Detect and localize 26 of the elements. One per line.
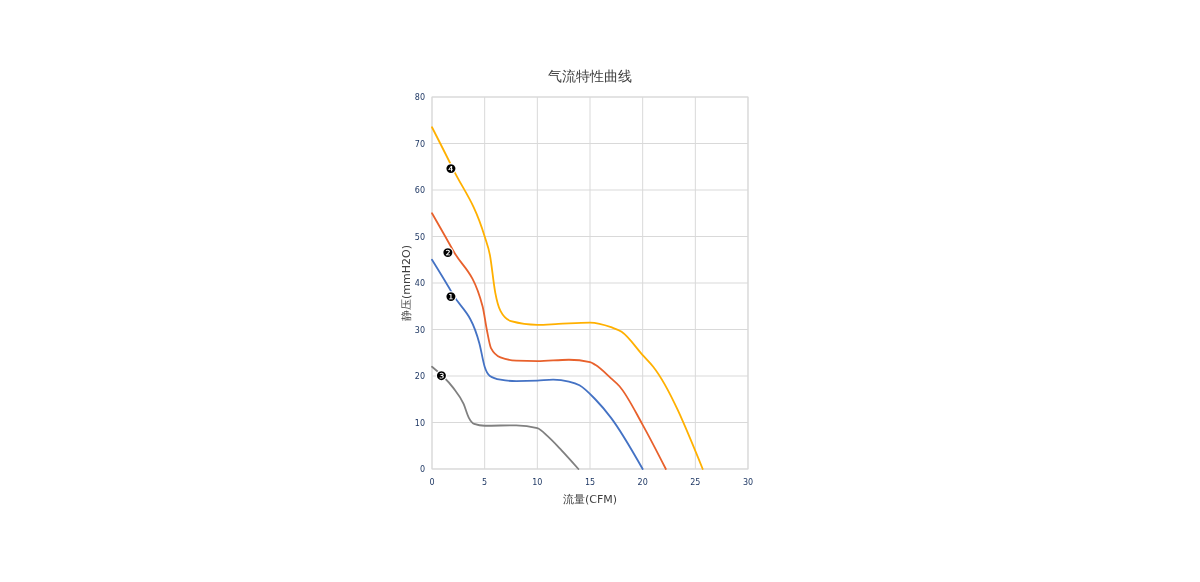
y-tick-label: 80 — [414, 93, 425, 102]
chart-title: 气流特性曲线 — [548, 68, 632, 84]
x-tick-label: 25 — [690, 478, 701, 487]
annotation: ❶ — [445, 289, 457, 304]
y-tick-label: 70 — [414, 139, 425, 149]
y-axis-title: 静压(mmH2O) — [400, 245, 413, 321]
y-tick-label: 40 — [414, 279, 425, 288]
line-series — [431, 212, 667, 470]
line-series — [431, 126, 704, 470]
x-tick-label: 30 — [742, 478, 754, 487]
annotation: ❷ — [442, 245, 454, 260]
x-axis-title: 流量(CFM) — [562, 493, 618, 506]
y-tick-label: 30 — [414, 325, 425, 335]
line-series — [431, 258, 644, 470]
annotation: ❸ — [436, 369, 447, 384]
x-tick-label: 5 — [482, 478, 488, 487]
y-tick-label: 20 — [414, 372, 425, 381]
y-tick-label: 0 — [419, 465, 425, 474]
y-tick-label: 10 — [414, 418, 425, 428]
y-tick-label: 60 — [414, 186, 425, 195]
y-tick-label: 50 — [414, 232, 425, 242]
x-tick-label: 0 — [429, 478, 435, 487]
x-tick-label: 15 — [584, 478, 596, 487]
x-tick-label: 20 — [637, 478, 648, 487]
x-tick-label: 10 — [532, 478, 543, 487]
line-series — [431, 365, 580, 470]
